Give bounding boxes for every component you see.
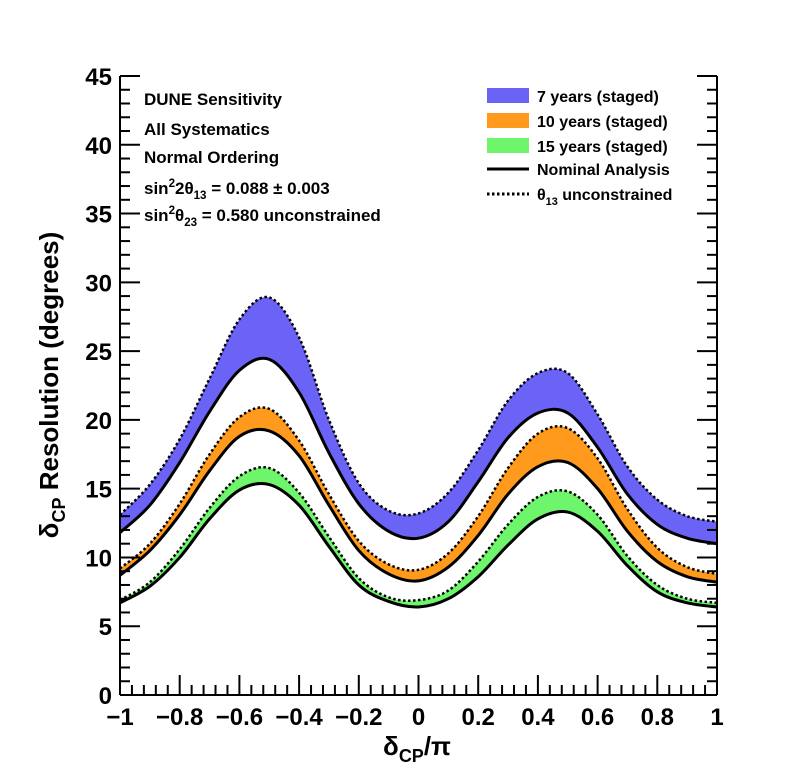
- bands-layer: [120, 296, 717, 608]
- curves-layer: [118, 295, 718, 609]
- unconstrained-curve-2: [119, 406, 718, 576]
- legend-item-3-swatch: [487, 138, 529, 153]
- legend: 7 years (staged) 10 years (staged) 15 year…: [487, 88, 672, 208]
- unconstrained-curve-1: [119, 295, 718, 523]
- annotation-line-5: sin2θ23 = 0.580 unconstrained: [144, 205, 381, 229]
- y-tick-label: 35: [85, 202, 112, 229]
- x-tick-label: −1: [106, 704, 133, 731]
- y-tick-label: 0: [99, 683, 112, 710]
- nominal-curve-1: [118, 356, 718, 546]
- legend-item-1-swatch: [487, 88, 529, 103]
- band-3: [120, 467, 717, 608]
- y-tick-label: 40: [85, 133, 112, 160]
- y-tick-label: 20: [85, 408, 112, 435]
- x-tick-label: 0.6: [581, 704, 614, 731]
- x-tick-label: 0: [412, 704, 425, 731]
- band-2: [120, 407, 717, 583]
- legend-item-4-label: Nominal Analysis: [537, 162, 670, 179]
- axes-layer: −1 −0.8 −0.6 −0.4 −0.2 0 0.2 0.4 0.6 0.8 105101520…: [34, 64, 724, 766]
- y-axis-title: δCP Resolution (degrees): [34, 232, 69, 539]
- legend-item-2-swatch: [487, 113, 529, 128]
- annotation-line-2: All Systematics: [144, 120, 270, 139]
- x-tick-label: 0.2: [462, 704, 495, 731]
- legend-item-2-label: 10 years (staged): [537, 114, 668, 131]
- x-tick-label: 1: [710, 704, 723, 731]
- x-tick-label: 0.8: [641, 704, 674, 731]
- legend-item-1-label: 7 years (staged): [537, 89, 659, 106]
- x-tick-label: −0.8: [156, 704, 203, 731]
- annotation-line-1: DUNE Sensitivity: [144, 90, 282, 109]
- x-axis-title: δCP/π: [383, 731, 451, 766]
- y-tick-label: 15: [85, 477, 112, 504]
- x-tick-label: 0.4: [521, 704, 555, 731]
- annotation-layer: DUNE Sensitivity All Systematics Normal Or…: [144, 90, 381, 229]
- legend-item-5-label: θ13 unconstrained: [537, 187, 672, 208]
- nominal-curve-3: [119, 482, 718, 609]
- y-tick-label: 25: [85, 339, 112, 366]
- annotation-line-4: sin22θ13 = 0.088 ± 0.003: [144, 178, 330, 202]
- unconstrained-curve-3: [119, 465, 718, 605]
- nominal-curve-2: [119, 427, 718, 584]
- x-tick-label: −0.2: [335, 704, 382, 731]
- y-tick-label: 5: [99, 614, 112, 641]
- annotation-line-3: Normal Ordering: [144, 148, 279, 167]
- x-tick-label: −0.6: [216, 704, 263, 731]
- y-tick-label: 10: [85, 545, 112, 572]
- x-tick-label: −0.4: [275, 704, 323, 731]
- y-tick-label: 30: [85, 270, 112, 297]
- y-tick-label: 45: [85, 64, 112, 91]
- legend-item-3-label: 15 years (staged): [537, 139, 668, 156]
